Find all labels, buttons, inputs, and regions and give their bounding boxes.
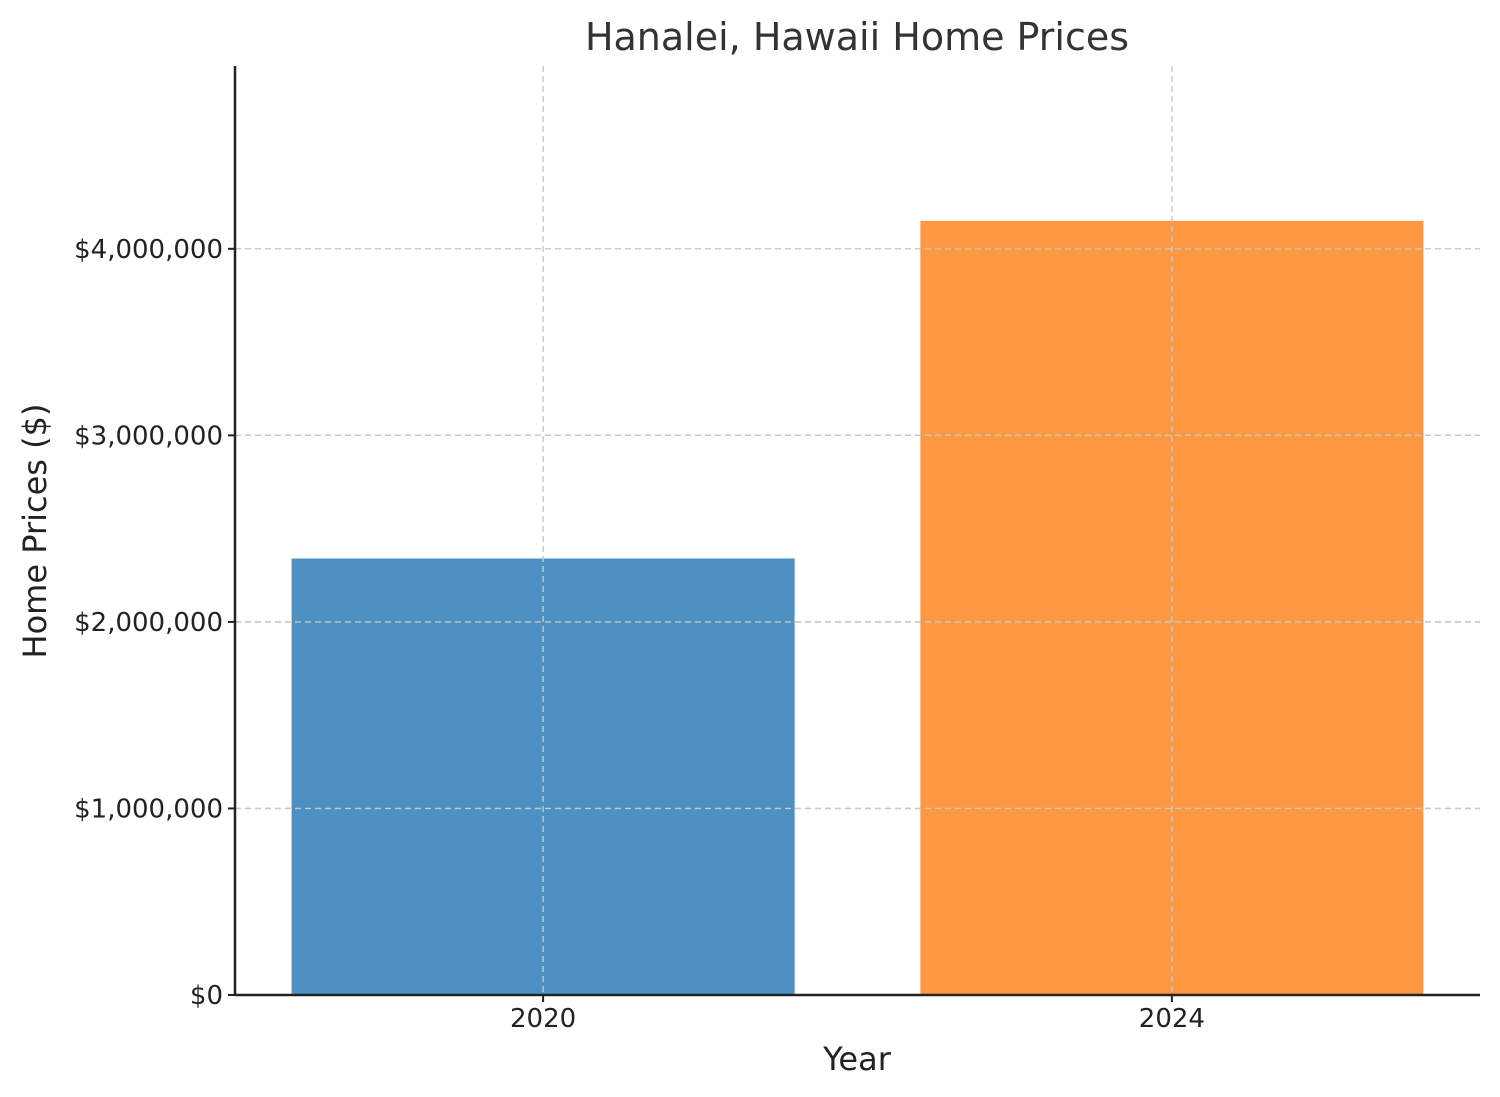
bar-series [235,66,1480,996]
y-axis-label: Home Prices ($) [16,404,54,659]
y-tick-label: $3,000,000 [74,421,223,451]
y-tick-label: $0 [190,981,223,1011]
x-axis-ticks: 2020 2024 [510,995,1205,1034]
chart-title: Hanalei, Hawaii Home Prices [585,15,1129,59]
axes [233,66,1480,997]
y-tick-label: $2,000,000 [74,608,223,638]
x-axis-label: Year [822,1040,892,1078]
x-tick-label: 2024 [1139,1004,1205,1034]
y-tick-label: $4,000,000 [74,235,223,265]
x-tick-label: 2020 [510,1004,576,1034]
y-tick-label: $1,000,000 [74,794,223,824]
y-axis-ticks: $0 $1,000,000 $2,000,000 $3,000,000 $4,000,0… [74,235,235,1011]
